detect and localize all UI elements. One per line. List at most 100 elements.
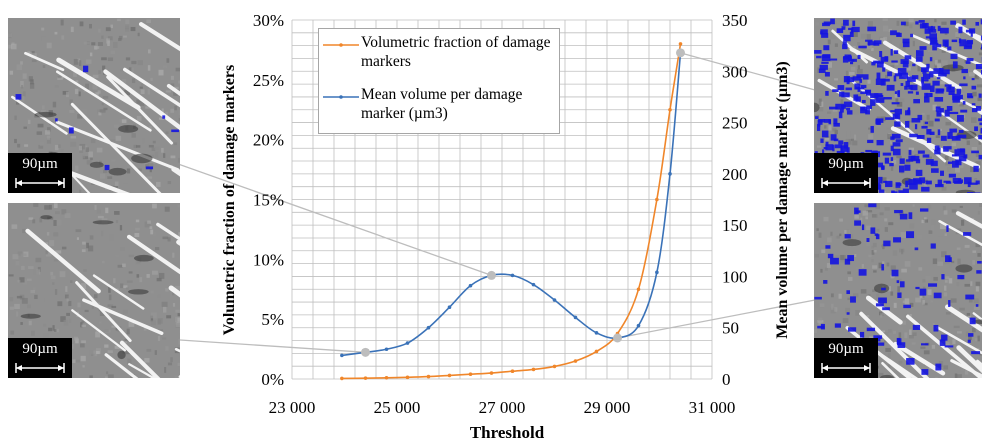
micrograph-grain — [170, 108, 175, 113]
damage-marker — [820, 138, 824, 143]
micrograph-grain — [128, 67, 132, 72]
micrograph-grain — [47, 127, 51, 132]
micrograph-grain — [974, 338, 978, 342]
micrograph-grain — [864, 204, 871, 208]
micrograph-grain — [121, 263, 126, 268]
micrograph-grain — [177, 204, 180, 208]
micrograph-grain — [77, 114, 83, 119]
micrograph-grain — [54, 85, 59, 88]
micrograph-grain — [884, 227, 888, 232]
damage-marker — [891, 133, 901, 139]
micrograph-grain — [839, 254, 846, 260]
micrograph-grain — [966, 140, 970, 146]
micrograph-grain — [70, 280, 73, 283]
damage-marker — [843, 19, 849, 26]
micrograph-grain — [888, 329, 892, 333]
damage-marker — [894, 114, 899, 119]
micrograph-grain — [89, 235, 94, 240]
micrograph-grain — [97, 215, 104, 219]
damage-marker — [876, 139, 884, 146]
micrograph-grain — [32, 219, 36, 224]
micrograph-grain — [45, 250, 48, 255]
damage-marker — [846, 290, 851, 295]
micrograph-grain — [904, 332, 908, 339]
micrograph-grain — [89, 375, 93, 378]
micrograph-grain — [973, 306, 980, 311]
y-left-tick-labels: 0% 5% 10% 15% 20% 25% 30% — [253, 11, 284, 389]
micrograph-grain — [89, 23, 92, 29]
damage-marker — [871, 61, 876, 66]
damage-marker — [925, 180, 932, 185]
micrograph-grain — [95, 330, 100, 335]
micrograph-grain — [959, 307, 965, 311]
micrograph-grain — [820, 268, 823, 273]
micrograph-grain — [167, 237, 171, 242]
micrograph-grain — [881, 330, 886, 333]
damage-marker — [68, 127, 74, 134]
micrograph-grain — [150, 229, 154, 235]
damage-marker — [917, 150, 925, 154]
micrograph-grain — [964, 59, 967, 63]
damage-marker — [940, 27, 949, 34]
data-point-mean-volume — [594, 331, 599, 335]
micrograph-grain — [930, 74, 937, 78]
damage-marker — [975, 63, 982, 70]
micrograph-grain — [179, 329, 180, 333]
micrograph-grain — [21, 265, 25, 270]
damage-marker — [850, 296, 856, 303]
micrograph-grain — [144, 221, 151, 228]
micrograph-grain — [839, 233, 842, 237]
micrograph-grain — [883, 36, 888, 42]
micrograph-grain — [136, 99, 140, 104]
micrograph-grain — [11, 42, 15, 45]
damage-marker — [948, 85, 951, 90]
micrograph-grain — [150, 315, 154, 322]
micrograph-grain — [871, 214, 878, 218]
damage-marker — [965, 294, 975, 300]
micrograph-grain — [866, 240, 871, 247]
micrograph-void — [133, 254, 154, 262]
damage-marker — [919, 177, 926, 184]
micrograph-fiber — [104, 353, 139, 378]
data-point-volumetric — [573, 359, 578, 363]
chart-series — [340, 42, 683, 381]
micrograph-grain — [919, 295, 924, 299]
damage-marker — [890, 157, 894, 161]
micrograph-grain — [926, 132, 932, 139]
micrograph-grain — [161, 147, 164, 153]
micrograph-grain — [122, 285, 128, 289]
damage-marker — [951, 160, 959, 168]
micrograph-grain — [151, 270, 158, 275]
micrograph-grain — [136, 274, 140, 278]
damage-marker — [926, 129, 932, 135]
damage-marker — [825, 90, 829, 96]
damage-marker — [897, 90, 900, 96]
micrograph-grain — [932, 104, 937, 111]
micrograph-grain — [79, 147, 84, 153]
micrograph-grain — [915, 297, 921, 303]
damage-marker — [847, 255, 855, 262]
micrograph-grain — [142, 138, 145, 144]
micrograph-grain — [862, 210, 869, 216]
damage-marker — [854, 83, 861, 90]
damage-marker — [967, 339, 971, 343]
micrograph-grain — [845, 307, 851, 314]
data-point-volumetric — [405, 375, 410, 380]
micrograph-grain — [927, 49, 934, 52]
micrograph-grain — [127, 358, 132, 365]
micrograph-grain — [944, 155, 949, 161]
micrograph-grain — [840, 99, 844, 105]
damage-marker — [904, 85, 908, 90]
micrograph-grain — [53, 203, 58, 209]
damage-marker — [890, 110, 896, 113]
micrograph-grain — [72, 359, 76, 364]
micrograph-grain — [888, 40, 892, 46]
micrograph-grain — [878, 262, 884, 269]
damage-marker — [881, 287, 886, 291]
damage-marker — [866, 105, 873, 109]
damage-marker — [823, 280, 828, 284]
micrograph-grain — [128, 271, 133, 274]
micrograph-image — [814, 203, 982, 378]
micrograph-grain — [60, 19, 64, 26]
micrograph-grain — [167, 362, 173, 366]
